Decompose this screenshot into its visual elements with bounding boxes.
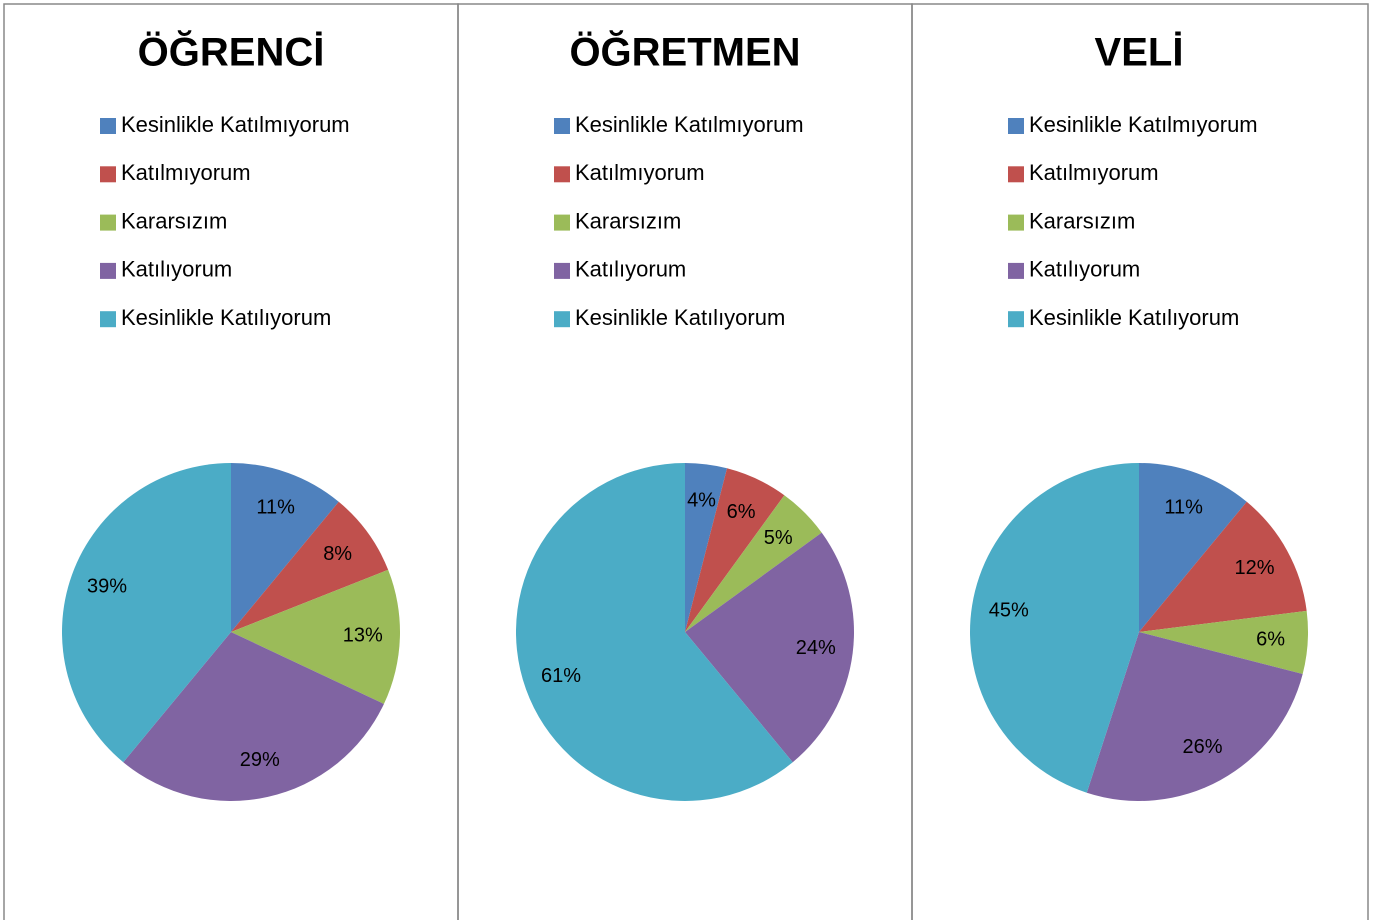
data-label: 61% — [541, 665, 581, 687]
data-label: 13% — [343, 624, 383, 646]
legend-label: Katılıyorum — [121, 257, 232, 282]
chart-title: ÖĞRETMEN — [569, 29, 800, 75]
pie-slice — [685, 463, 728, 632]
legend-label: Kesinlikle Katılmıyorum — [1029, 112, 1258, 137]
chart-title: ÖĞRENCİ — [138, 29, 325, 75]
pie-slice — [62, 463, 231, 763]
legend-swatch — [1008, 214, 1024, 231]
pie-slice — [1139, 501, 1307, 632]
data-label: 45% — [989, 600, 1029, 622]
legend-swatch — [100, 262, 116, 279]
data-label: 11% — [256, 496, 295, 518]
legend-swatch — [554, 262, 570, 279]
pie-slice — [123, 632, 384, 801]
data-label: 12% — [1234, 557, 1274, 579]
pie-slice — [685, 495, 822, 632]
data-label: 29% — [240, 749, 280, 771]
pie-slice — [231, 463, 339, 632]
data-label: 24% — [796, 637, 836, 659]
legend-label: Katılıyorum — [1029, 257, 1140, 282]
legend-swatch — [100, 214, 116, 231]
legend-label: Katılmıyorum — [121, 160, 251, 185]
legend-swatch — [1008, 118, 1024, 134]
legend-label: Katılmıyorum — [575, 160, 705, 185]
legend-swatch — [554, 118, 570, 134]
pie-slice — [1139, 610, 1308, 675]
pie-slice — [515, 463, 793, 802]
data-label: 6% — [1256, 629, 1285, 651]
legend-label: Kesinlikle Katılmıyorum — [121, 112, 350, 137]
data-label: 4% — [687, 490, 716, 512]
legend-label: Kesinlikle Katılıyorum — [575, 305, 785, 330]
pie-slice — [685, 468, 785, 632]
chart-title: VELİ — [1095, 31, 1184, 75]
legend-label: Kesinlikle Katılıyorum — [121, 305, 331, 330]
pie-slice — [685, 532, 854, 763]
legend-swatch — [100, 118, 116, 134]
legend-swatch — [100, 166, 116, 183]
pie-slice — [231, 501, 389, 632]
legend-swatch — [554, 214, 570, 231]
legend-label: Katılmıyorum — [1029, 160, 1159, 185]
legend-label: Kesinlikle Katılmıyorum — [575, 112, 804, 137]
pie-slice — [1139, 463, 1247, 632]
data-label: 26% — [1182, 736, 1222, 758]
pie-slice — [970, 463, 1139, 793]
legend-label: Kararsızım — [1029, 208, 1135, 233]
legend-swatch — [100, 311, 116, 328]
data-label: 11% — [1164, 496, 1203, 518]
data-label: 6% — [727, 501, 756, 523]
pie-slice — [231, 569, 401, 704]
legend-swatch — [554, 311, 570, 328]
legend-label: Kararsızım — [575, 208, 681, 233]
legend-label: Kararsızım — [121, 208, 227, 233]
pie-slice — [1086, 632, 1303, 802]
data-label: 39% — [87, 576, 127, 598]
legend-label: Katılıyorum — [575, 257, 686, 282]
panel-border — [911, 3, 1369, 920]
legend-swatch — [554, 166, 570, 183]
legend-swatch — [1008, 262, 1024, 279]
legend-label: Kesinlikle Katılıyorum — [1029, 305, 1239, 330]
data-label: 8% — [323, 543, 352, 565]
data-label: 5% — [764, 527, 793, 549]
legend-swatch — [1008, 166, 1024, 183]
legend-swatch — [1008, 311, 1024, 328]
